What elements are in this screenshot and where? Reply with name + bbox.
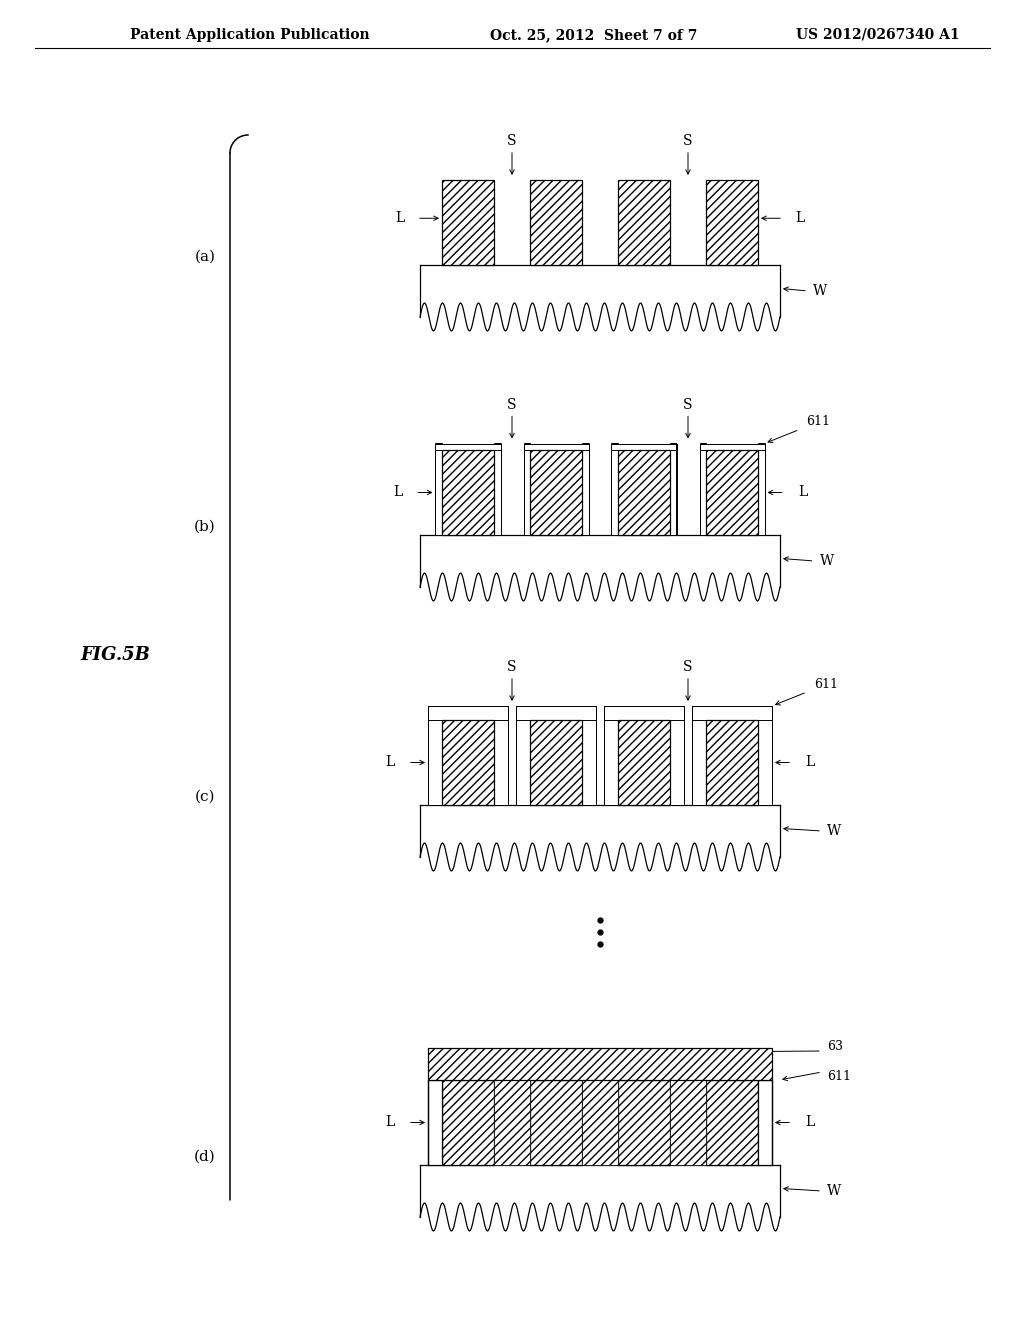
Text: W: W [827,1184,842,1199]
Text: (a): (a) [195,249,215,264]
Bar [611,444,677,450]
Bar [706,719,758,805]
Text: L: L [385,1115,394,1130]
Bar [428,1080,442,1166]
Bar [604,706,684,719]
Bar [516,706,596,719]
Bar [582,444,589,535]
Bar [494,706,508,805]
Bar [618,450,670,535]
Bar [758,706,772,805]
Bar [611,444,618,535]
Text: S: S [507,397,517,412]
Bar [428,706,508,719]
Bar [670,1080,706,1166]
Bar [692,706,772,719]
Bar [530,1080,582,1166]
Text: W: W [813,284,827,298]
Bar [530,180,582,265]
Text: 63: 63 [827,1040,843,1052]
Polygon shape [420,1166,780,1232]
Text: W: W [827,824,842,838]
Bar [618,180,670,265]
Text: S: S [507,660,517,675]
Text: 611: 611 [807,414,830,428]
Polygon shape [420,535,780,601]
Text: US 2012/0267340 A1: US 2012/0267340 A1 [797,28,961,42]
Text: (b): (b) [195,520,216,533]
Bar [435,444,442,535]
Bar [758,1080,772,1166]
Bar [494,444,501,535]
Bar [523,444,589,450]
Text: L: L [393,486,402,499]
Bar [428,706,442,805]
Bar [699,444,706,535]
Bar [692,706,706,805]
Text: S: S [683,135,693,148]
Text: S: S [507,135,517,148]
Bar [442,450,494,535]
Text: W: W [819,554,834,568]
Bar [706,450,758,535]
Bar [699,444,765,450]
Text: L: L [798,486,807,499]
Bar [442,1080,494,1166]
Text: L: L [805,755,815,770]
Text: (c): (c) [195,789,215,804]
Bar [618,719,670,805]
Polygon shape [420,805,780,871]
Bar [706,1080,758,1166]
Bar [530,719,582,805]
Bar [494,1080,530,1166]
Bar [516,706,530,805]
Bar [582,706,596,805]
Text: 611: 611 [814,677,838,690]
Polygon shape [420,265,780,331]
Bar [706,180,758,265]
Bar [530,450,582,535]
Bar [582,1080,618,1166]
Bar [442,180,494,265]
Text: L: L [385,755,394,770]
Bar [428,1048,772,1080]
Bar [442,719,494,805]
Bar [670,444,677,535]
Text: Oct. 25, 2012  Sheet 7 of 7: Oct. 25, 2012 Sheet 7 of 7 [490,28,697,42]
Bar [618,1080,670,1166]
Text: L: L [395,211,404,226]
Text: L: L [805,1115,815,1130]
Bar [435,444,501,450]
Text: S: S [683,660,693,675]
Bar [523,444,530,535]
Bar [670,706,684,805]
Text: FIG.5B: FIG.5B [80,645,150,664]
Text: (d): (d) [195,1150,216,1163]
Bar [604,706,618,805]
Text: L: L [796,211,805,226]
Text: 611: 611 [827,1069,851,1082]
Text: Patent Application Publication: Patent Application Publication [130,28,370,42]
Bar [758,444,765,535]
Text: S: S [683,397,693,412]
